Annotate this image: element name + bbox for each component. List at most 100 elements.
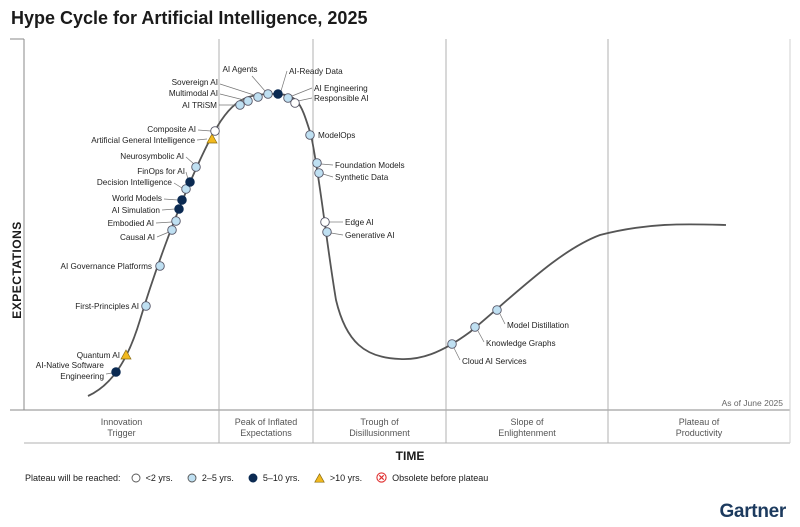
- point-label-composite-ai: Composite AI: [147, 125, 196, 134]
- marker-ai-native-software-engineering: [111, 367, 121, 377]
- marker-edge-ai: [320, 217, 330, 227]
- point-label-model-distillation: Model Distillation: [507, 321, 569, 330]
- marker-knowledge-graphs: [470, 322, 480, 332]
- red-x-circle-icon: [376, 472, 387, 483]
- legend-label: 2–5 yrs.: [201, 472, 234, 483]
- marker-embodied-ai: [171, 216, 181, 226]
- marker-ai-governance-platforms: [155, 261, 165, 271]
- marker-ai-simulation: [174, 204, 184, 214]
- legend-label: <2 yrs.: [145, 472, 173, 483]
- phase-label-peak-of-inflated-expectations: Peak of Inflated Expectations: [235, 417, 298, 438]
- marker-generative-ai: [322, 227, 332, 237]
- legend: Plateau will be reached: <2 yrs. 2–5 yrs…: [25, 472, 502, 483]
- point-label-ai-native-software-engineering: AI-Native Software Engineering: [36, 361, 105, 381]
- leader-line-ai-agents: [251, 75, 266, 92]
- phase-label-plateau-of-productivity: Plateau of Productivity: [676, 417, 723, 438]
- leader-line-finops-for-ai: [185, 171, 189, 180]
- marker-modelops: [305, 130, 315, 140]
- point-label-responsible-ai: Responsible AI: [314, 94, 369, 103]
- marker-artificial-general-intelligence: [206, 133, 218, 144]
- leader-line-foundation-models: [320, 163, 334, 166]
- point-label-ai-agents: AI Agents: [222, 65, 257, 74]
- marker-ai-ready-data: [273, 89, 283, 99]
- leader-line-generative-ai: [330, 232, 344, 236]
- leader-line-composite-ai: [197, 129, 212, 132]
- point-label-artificial-general-intelligence: Artificial General Intelligence: [91, 136, 195, 145]
- light-blue-circle-icon: [187, 473, 197, 482]
- legend-title: Plateau will be reached:: [25, 472, 121, 483]
- marker-first-principles-ai: [141, 301, 151, 311]
- leader-line-multimodal-ai: [219, 93, 245, 101]
- gartner-logo: Gartner: [719, 501, 786, 522]
- legend-label: >10 yrs.: [329, 472, 363, 483]
- marker-sovereign-ai: [253, 92, 263, 102]
- leader-line-responsible-ai: [297, 97, 313, 102]
- dark-blue-circle-icon: [248, 473, 258, 482]
- leader-line-decision-intelligence: [173, 182, 183, 189]
- point-label-knowledge-graphs: Knowledge Graphs: [486, 339, 556, 348]
- point-label-first-principles-ai: First-Principles AI: [75, 302, 139, 311]
- phase-label-trough-of-disillusionment: Trough of Disillusionment: [349, 417, 410, 438]
- point-label-ai-simulation: AI Simulation: [112, 206, 161, 215]
- leader-line-cloud-ai-services: [453, 347, 461, 361]
- point-label-causal-ai: Causal AI: [120, 233, 155, 242]
- marker-finops-for-ai: [185, 177, 195, 187]
- marker-world-models: [177, 195, 187, 205]
- marker-ai-agents: [263, 89, 273, 99]
- marker-quantum-ai: [120, 349, 132, 360]
- point-label-ai-engineering: AI Engineering: [314, 84, 368, 93]
- marker-synthetic-data: [314, 168, 324, 178]
- as-of-date: As of June 2025: [721, 398, 783, 408]
- marker-responsible-ai: [290, 98, 300, 108]
- phase-label-slope-of-enlightenment: Slope of Enlightenment: [498, 417, 556, 438]
- point-label-neurosymbolic-ai: Neurosymbolic AI: [120, 152, 184, 161]
- point-label-ai-governance-platforms: AI Governance Platforms: [61, 262, 152, 271]
- leader-line-model-distillation: [499, 313, 506, 325]
- legend-item-5to10: 5–10 yrs.: [248, 473, 300, 483]
- chart-title: Hype Cycle for Artificial Intelligence, …: [11, 8, 368, 28]
- marker-foundation-models: [312, 158, 322, 168]
- marker-multimodal-ai: [243, 96, 253, 106]
- marker-ai-engineering: [283, 93, 293, 103]
- leader-line-knowledge-graphs: [477, 330, 485, 343]
- marker-causal-ai: [167, 225, 177, 235]
- leader-line-ai-native-software-engineering: [105, 372, 113, 375]
- marker-cloud-ai-services: [447, 339, 457, 349]
- marker-decision-intelligence: [181, 184, 191, 194]
- legend-label: Obsolete before plateau: [392, 472, 489, 483]
- legend-item-2to5: 2–5 yrs.: [187, 473, 234, 483]
- leader-line-ai-ready-data: [280, 70, 288, 92]
- white-circle-icon: [131, 473, 141, 482]
- point-label-ai-ready-data: AI-Ready Data: [289, 67, 343, 76]
- point-label-quantum-ai: Quantum AI: [77, 351, 120, 360]
- marker-composite-ai: [210, 126, 220, 136]
- leader-line-embodied-ai: [155, 221, 173, 224]
- point-label-finops-for-ai: FinOps for AI: [137, 167, 185, 176]
- point-label-edge-ai: Edge AI: [345, 218, 374, 227]
- marker-model-distillation: [492, 305, 502, 315]
- point-label-multimodal-ai: Multimodal AI: [169, 89, 218, 98]
- legend-item-lt2: <2 yrs.: [131, 473, 173, 483]
- yellow-triangle-icon: [314, 472, 325, 483]
- phase-label-innovation-trigger: Innovation Trigger: [101, 417, 143, 438]
- marker-neurosymbolic-ai: [191, 162, 201, 172]
- point-label-foundation-models: Foundation Models: [335, 161, 405, 170]
- leader-line-ai-engineering: [291, 87, 313, 97]
- point-label-synthetic-data: Synthetic Data: [335, 173, 389, 182]
- legend-item-obsolete: Obsolete before plateau: [376, 472, 488, 483]
- legend-item-gt10: >10 yrs.: [314, 473, 362, 483]
- x-axis-label: TIME: [395, 449, 425, 463]
- point-label-sovereign-ai: Sovereign AI: [172, 78, 218, 87]
- point-label-generative-ai: Generative AI: [345, 231, 395, 240]
- point-label-decision-intelligence: Decision Intelligence: [97, 178, 173, 187]
- marker-ai-trism: [235, 100, 245, 110]
- point-label-modelops: ModelOps: [318, 131, 355, 140]
- point-label-cloud-ai-services: Cloud AI Services: [462, 357, 527, 366]
- point-label-ai-trism: AI TRiSM: [182, 101, 217, 110]
- point-label-embodied-ai: Embodied AI: [108, 219, 154, 228]
- hype-cycle-chart: Innovation Trigger Peak of Inflated Expecta…: [10, 38, 791, 444]
- leader-line-sovereign-ai: [219, 83, 255, 96]
- legend-label: 5–10 yrs.: [262, 472, 300, 483]
- point-label-world-models: World Models: [112, 194, 162, 203]
- leader-line-neurosymbolic-ai: [185, 156, 195, 165]
